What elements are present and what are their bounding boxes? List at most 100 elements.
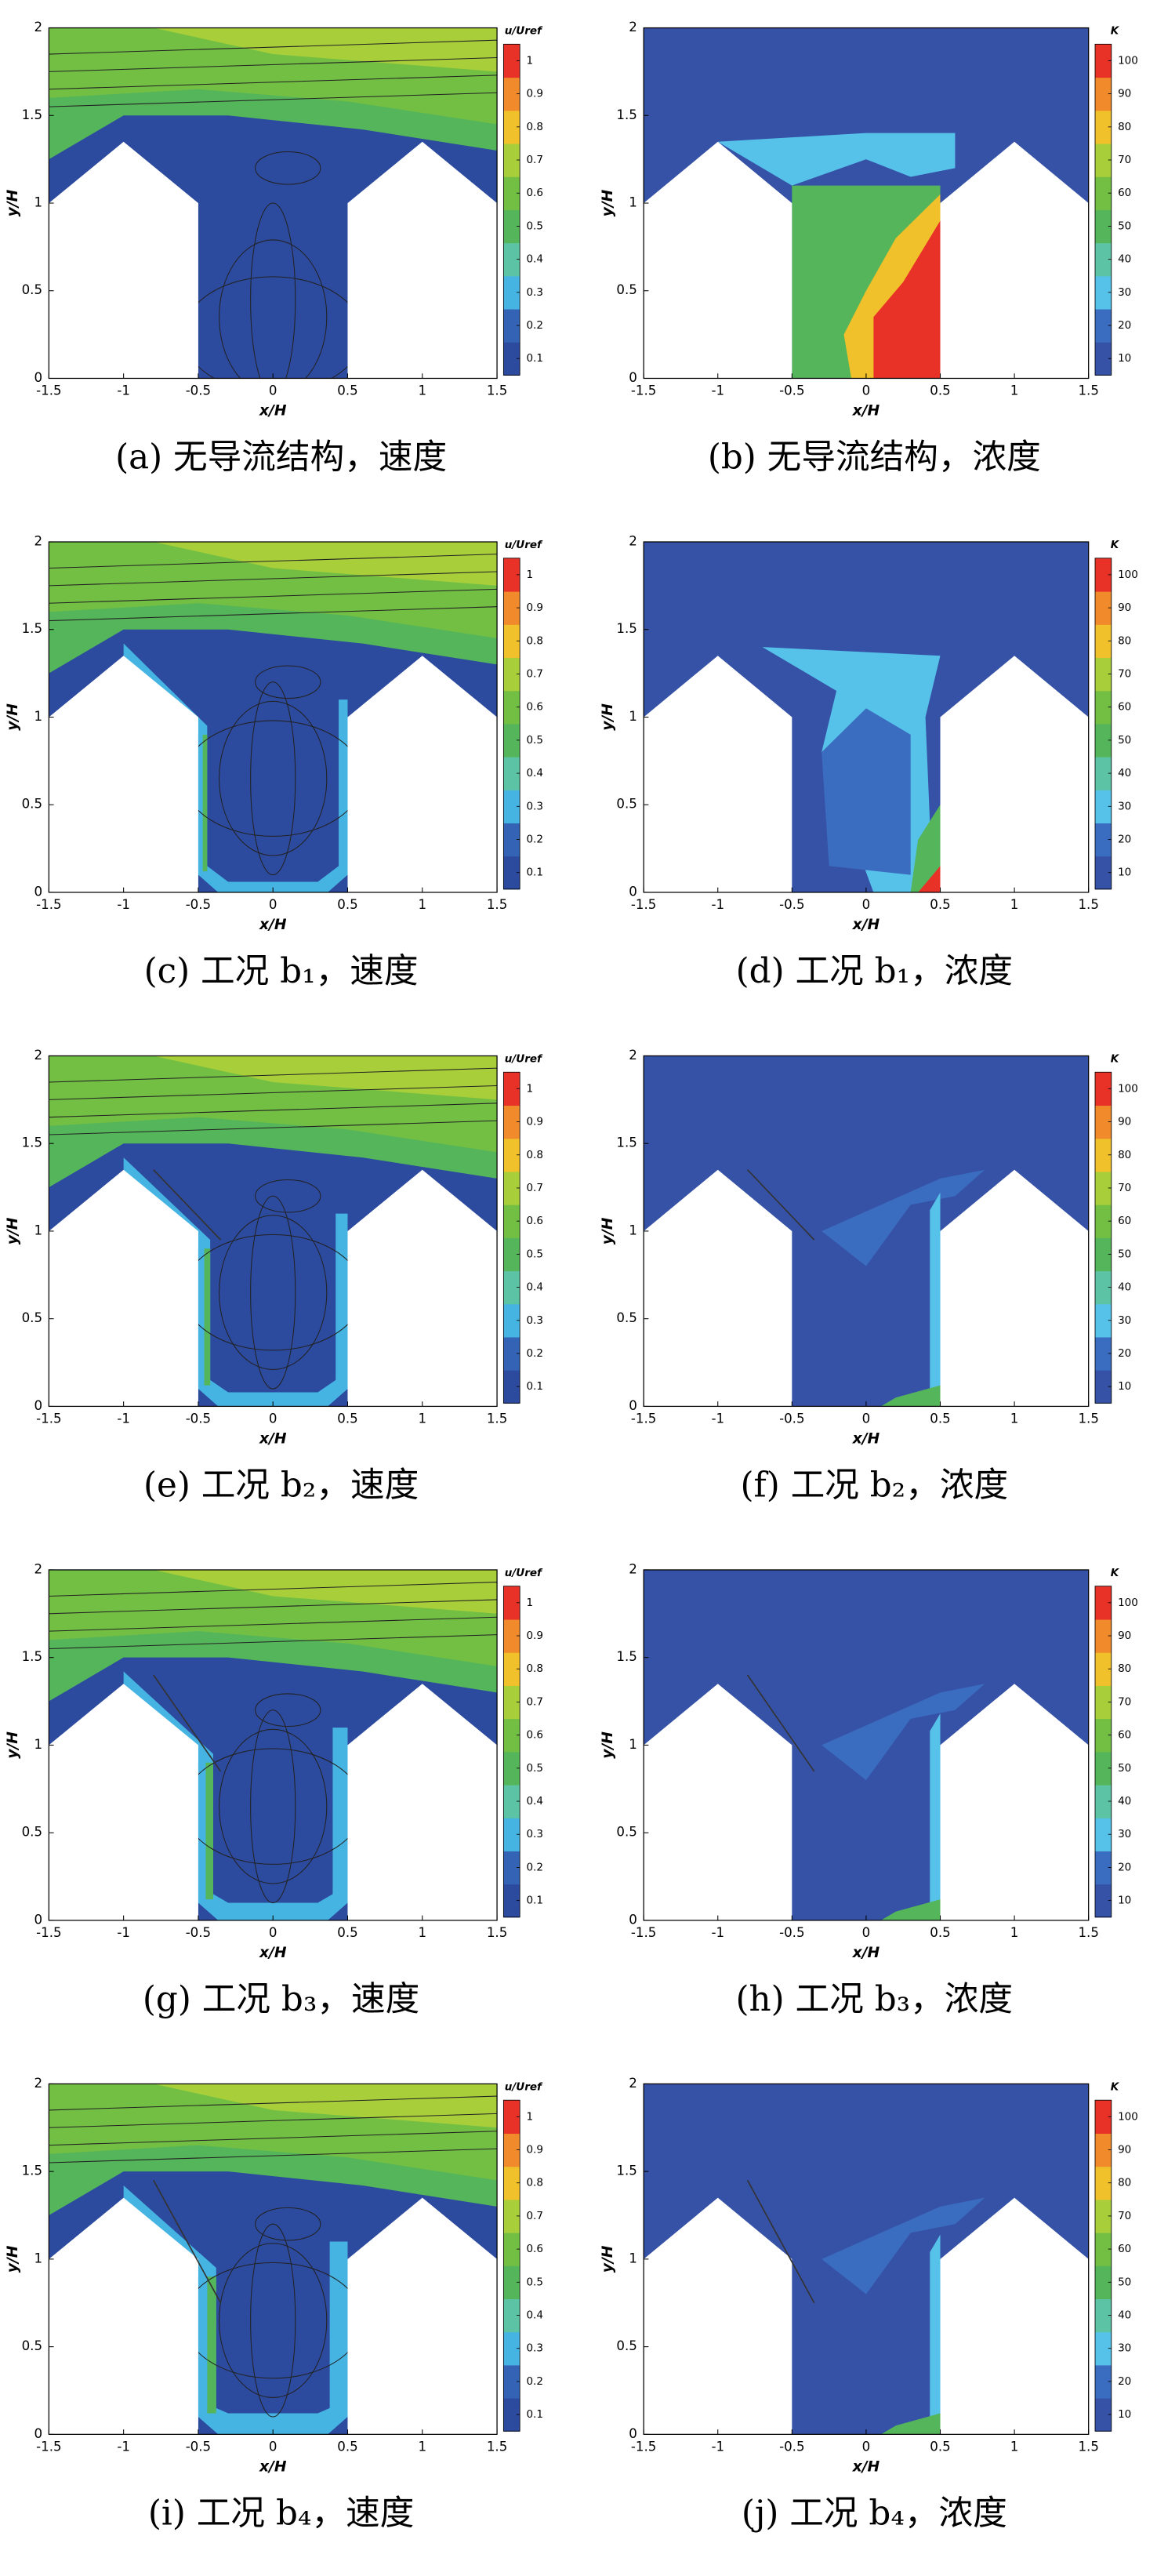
colorbar-swatch (1095, 2133, 1112, 2167)
colorbar-swatch (1095, 1784, 1112, 1818)
colorbar-swatch (1095, 1586, 1112, 1620)
colorbar-swatch (503, 624, 520, 659)
building (644, 1169, 792, 1407)
y-tick-label: 1.5 (22, 107, 42, 122)
colorbar-tick-label: 90 (1118, 88, 1131, 100)
colorbar-tick-label: 0.7 (526, 1695, 542, 1708)
x-tick-label: -0.5 (779, 1925, 804, 1940)
x-tick-label: -0.5 (186, 897, 211, 912)
colorbar-tick-label: 100 (1118, 2110, 1138, 2123)
colorbar-tick-label: 0.3 (526, 1828, 542, 1840)
y-tick-label: 1 (629, 709, 637, 724)
colorbar-tick-label: 0.6 (526, 1215, 542, 1227)
x-axis-label: x/H (259, 403, 287, 420)
colorbar-swatch (503, 2298, 520, 2333)
colorbar-tick-label: 40 (1118, 2309, 1131, 2322)
colorbar-tick-label: 40 (1118, 1281, 1131, 1294)
streamline (49, 2113, 498, 2128)
colorbar-tick-label: 1 (526, 1597, 533, 1609)
y-tick-label: 0.5 (616, 1310, 637, 1325)
colorbar-tick-label: 0.2 (526, 1347, 542, 1360)
x-tick-label: 1 (1010, 897, 1019, 912)
y-axis-label: y/H (5, 1217, 21, 1244)
colorbar-tick-label: 10 (1118, 1380, 1131, 1393)
caption: (i) 工况 b₄，速度 (148, 2493, 414, 2533)
x-tick-label: 1.5 (1078, 897, 1098, 912)
y-tick-label: 0 (629, 1398, 637, 1413)
colorbar-swatch (1095, 1171, 1112, 1205)
y-tick-label: 1.5 (616, 2164, 637, 2178)
streamline (49, 1616, 498, 1632)
colorbar-tick-label: 0.5 (526, 734, 542, 747)
y-tick-label: 1 (34, 1737, 42, 1752)
colorbar-frame (502, 558, 520, 890)
y-tick-label: 0 (34, 370, 42, 385)
streamline (49, 571, 498, 587)
x-tick-label: 0.5 (930, 1412, 950, 1426)
x-tick-label: 1.5 (1078, 2439, 1098, 2454)
colorbar-swatch (1095, 690, 1112, 725)
colorbar-swatch (503, 1751, 520, 1786)
x-tick-label: -1.5 (36, 1925, 61, 1940)
colorbar-tick-label: 70 (1118, 2210, 1131, 2222)
y-axis-label: y/H (600, 1217, 616, 1244)
colorbar-tick-label: 0.3 (526, 2342, 542, 2355)
colorbar-tick-label: 70 (1118, 1182, 1131, 1194)
x-tick-label: 1.5 (1078, 1412, 1098, 1426)
x-tick-label: 0 (862, 1925, 871, 1940)
colorbar-frame (502, 1586, 520, 1918)
colorbar-swatch (1095, 558, 1112, 592)
y-axis-label: y/H (600, 2245, 616, 2273)
colorbar-tick-label: 40 (1118, 253, 1131, 266)
y-tick-label: 0.5 (22, 1310, 42, 1325)
building (347, 1684, 498, 1920)
x-tick-label: -1.5 (631, 2439, 656, 2454)
colorbar-swatch (503, 690, 520, 725)
colorbar-tick-label: 0.8 (526, 1149, 542, 1161)
colorbar-swatch (1095, 2100, 1112, 2135)
caption: (h) 工况 b₃，浓度 (736, 1979, 1014, 2019)
field-region (822, 1684, 985, 1781)
y-axis-label: y/H (5, 2245, 21, 2273)
caption: (d) 工况 b₁，浓度 (736, 951, 1013, 991)
building (644, 656, 792, 892)
x-axis-label: x/H (259, 1945, 287, 1961)
caption: (j) 工况 b₄，浓度 (742, 2493, 1007, 2533)
colorbar-swatch (1095, 590, 1112, 625)
field-region (822, 1169, 985, 1266)
x-tick-label: 1.5 (487, 383, 507, 398)
building (940, 1684, 1089, 1920)
x-tick-label: -1.5 (36, 383, 61, 398)
colorbar-tick-label: 10 (1118, 2408, 1131, 2421)
colorbar-swatch (1095, 657, 1112, 692)
colorbar-tick-label: 50 (1118, 734, 1131, 747)
colorbar-swatch (503, 1270, 520, 1305)
streamline (49, 554, 498, 569)
panel: -1.5 -1 -0.5 0 0.5 1 1.5 0 0.5 1 1.5 2 x/H y/H 10 20 30 4… (600, 533, 1138, 990)
guide-plate (153, 1674, 222, 1772)
colorbar-tick-label: 80 (1118, 1149, 1131, 1161)
x-tick-label: -1.5 (631, 383, 656, 398)
panel: -1.5 -1 -0.5 0 0.5 1 1.5 0 0.5 1 1.5 2 x/H y/H 10 20 30 4… (600, 2076, 1138, 2533)
colorbar-tick-label: 0.1 (526, 1380, 542, 1393)
y-tick-label: 2 (34, 1561, 42, 1576)
colorbar-swatch (503, 1237, 520, 1272)
x-tick-label: -1 (117, 383, 130, 398)
colorbar-tick-label: 80 (1118, 2177, 1131, 2189)
colorbar-tick-label: 80 (1118, 634, 1131, 647)
colorbar-tick-label: 0.9 (526, 2143, 542, 2156)
colorbar-tick-label: 0.7 (526, 2210, 542, 2222)
y-tick-label: 0.5 (22, 282, 42, 297)
colorbar-tick-label: 0.2 (526, 319, 542, 332)
colorbar-swatch (503, 1370, 520, 1404)
x-tick-label: -1 (711, 1925, 724, 1940)
y-tick-label: 0 (34, 1398, 42, 1413)
colorbar-tick-label: 0.4 (526, 1795, 542, 1808)
colorbar-tick-label: 60 (1118, 1729, 1131, 1742)
x-tick-label: -1 (117, 2439, 130, 2454)
colorbar-tick-label: 0.9 (526, 88, 542, 100)
colorbar-tick-label: 1 (526, 569, 533, 581)
x-tick-label: 0 (862, 2439, 871, 2454)
x-tick-label: 0.5 (930, 2439, 950, 2454)
x-tick-label: -0.5 (779, 2439, 804, 2454)
